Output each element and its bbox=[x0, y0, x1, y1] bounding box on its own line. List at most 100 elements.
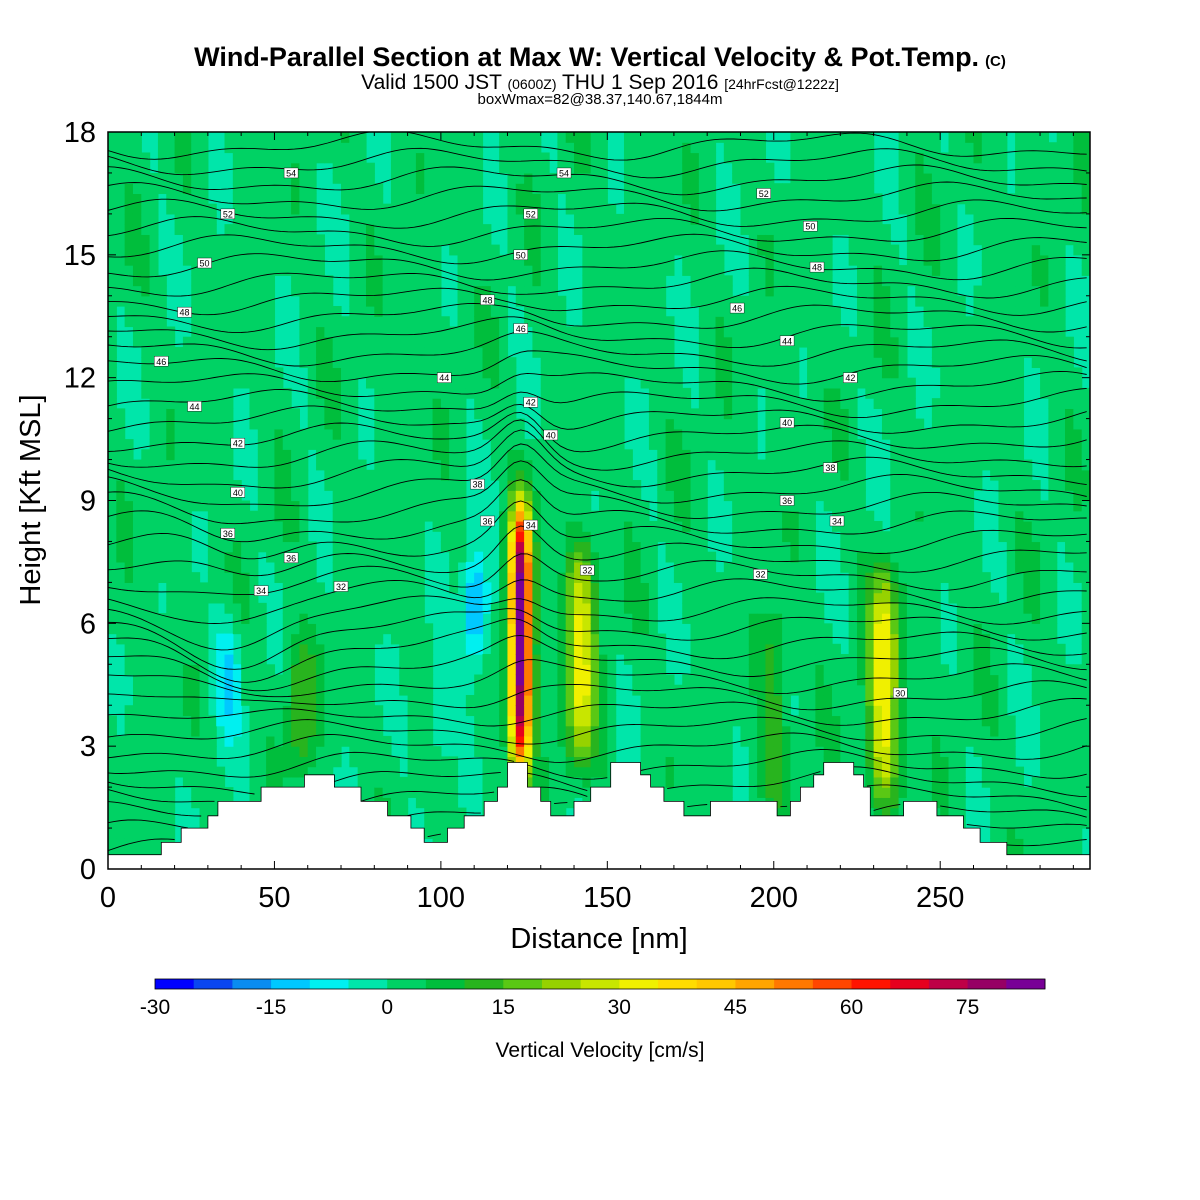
field-cell bbox=[465, 633, 475, 645]
field-cell bbox=[773, 520, 783, 532]
field-cell bbox=[474, 346, 484, 358]
field-cell bbox=[332, 623, 342, 635]
field-cell bbox=[365, 162, 375, 174]
field-cell bbox=[157, 520, 167, 532]
field-cell bbox=[424, 275, 434, 287]
field-cell bbox=[266, 285, 276, 297]
field-cell bbox=[599, 346, 608, 358]
field-cell bbox=[207, 387, 217, 399]
field-cell bbox=[191, 582, 201, 594]
field-cell bbox=[690, 715, 700, 727]
field-cell bbox=[399, 316, 409, 328]
field-cell bbox=[282, 244, 292, 256]
field-cell bbox=[407, 643, 417, 655]
field-cell bbox=[790, 531, 800, 543]
field-cell bbox=[690, 224, 700, 235]
field-cell bbox=[607, 326, 617, 338]
field-cell bbox=[274, 694, 284, 706]
field-cell bbox=[490, 275, 500, 287]
field-cell bbox=[607, 582, 617, 594]
field-cell bbox=[690, 520, 700, 532]
field-cell bbox=[349, 674, 359, 686]
field-cell bbox=[349, 203, 359, 215]
field-cell bbox=[224, 265, 234, 276]
field-cell bbox=[690, 766, 700, 778]
field-cell bbox=[798, 613, 808, 624]
field-cell bbox=[540, 162, 550, 174]
field-cell bbox=[748, 203, 758, 215]
field-cell bbox=[798, 254, 808, 266]
field-cell bbox=[216, 633, 226, 645]
field-cell bbox=[557, 664, 567, 676]
field-cell bbox=[582, 203, 592, 215]
field-cell bbox=[557, 674, 567, 686]
field-cell bbox=[440, 807, 450, 819]
field-cell bbox=[532, 459, 542, 471]
field-cell bbox=[124, 787, 134, 798]
field-cell bbox=[648, 357, 658, 369]
field-cell bbox=[299, 234, 309, 246]
field-cell bbox=[549, 787, 558, 798]
field-cell bbox=[357, 725, 367, 737]
field-cell bbox=[524, 244, 534, 256]
field-cell bbox=[249, 275, 259, 287]
field-cell bbox=[590, 746, 600, 758]
field-cell bbox=[748, 265, 758, 276]
field-cell bbox=[415, 132, 425, 143]
field-cell bbox=[590, 602, 600, 614]
field-cell bbox=[274, 705, 284, 717]
field-cell bbox=[407, 735, 417, 747]
field-cell bbox=[407, 602, 417, 614]
field-cell bbox=[465, 213, 475, 225]
field-cell bbox=[357, 500, 367, 512]
field-cell bbox=[291, 285, 300, 297]
field-cell bbox=[748, 152, 758, 164]
field-cell bbox=[291, 541, 300, 553]
field-cell bbox=[790, 265, 800, 276]
field-cell bbox=[316, 602, 325, 614]
field-cell bbox=[407, 715, 417, 727]
field-cell bbox=[399, 674, 409, 686]
field-cell bbox=[282, 510, 292, 522]
field-cell bbox=[116, 183, 126, 195]
field-cell bbox=[482, 654, 492, 665]
field-cell bbox=[499, 285, 509, 297]
field-cell bbox=[357, 172, 367, 184]
field-cell bbox=[707, 346, 717, 358]
field-cell bbox=[465, 162, 475, 174]
field-cell bbox=[224, 357, 234, 369]
field-cell bbox=[623, 275, 633, 287]
field-cell bbox=[365, 275, 375, 287]
field-cell bbox=[124, 520, 134, 532]
field-cell bbox=[149, 694, 159, 706]
field-cell bbox=[124, 592, 134, 604]
field-cell bbox=[599, 572, 608, 583]
field-cell bbox=[599, 582, 608, 594]
field-cell bbox=[740, 469, 750, 481]
field-cell bbox=[249, 520, 259, 532]
field-cell bbox=[299, 735, 309, 747]
field-cell bbox=[499, 367, 509, 379]
field-cell bbox=[474, 684, 484, 696]
field-cell bbox=[682, 582, 692, 594]
field-cell bbox=[182, 561, 192, 573]
field-cell bbox=[374, 520, 384, 532]
field-cell bbox=[665, 510, 675, 522]
field-cell bbox=[540, 531, 550, 543]
field-cell bbox=[757, 254, 767, 266]
field-cell bbox=[382, 254, 392, 266]
field-cell bbox=[490, 387, 500, 399]
field-cell bbox=[374, 306, 384, 317]
field-cell bbox=[257, 613, 267, 624]
field-cell bbox=[382, 224, 392, 235]
field-cell bbox=[299, 285, 309, 297]
field-cell bbox=[365, 613, 375, 624]
field-cell bbox=[166, 684, 176, 696]
field-cell bbox=[108, 592, 117, 604]
field-cell bbox=[374, 367, 384, 379]
field-cell bbox=[540, 346, 550, 358]
field-cell bbox=[374, 428, 384, 440]
field-cell bbox=[773, 408, 783, 420]
field-cell bbox=[532, 449, 542, 461]
field-cell bbox=[399, 213, 409, 225]
